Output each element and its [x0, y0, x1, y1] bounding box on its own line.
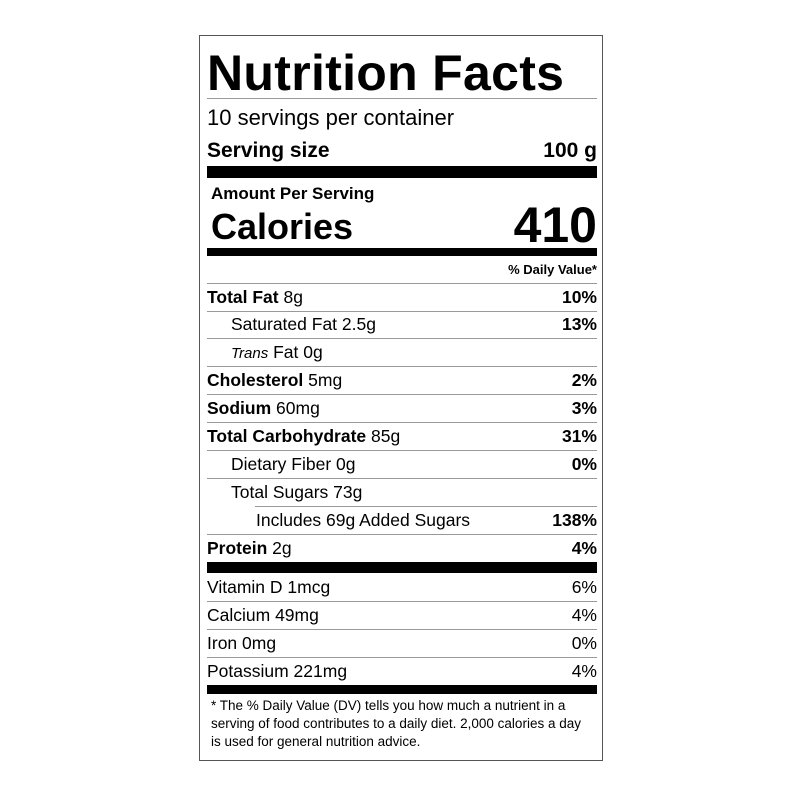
divider	[207, 311, 597, 312]
vitamin-label: Potassium 221mg	[207, 661, 348, 681]
nutrient-dv: 13%	[561, 314, 597, 334]
nutrient-name-italic: Trans	[231, 345, 269, 362]
thick-divider	[207, 562, 597, 573]
divider	[207, 657, 597, 658]
nutrient-row-protein: Protein 2g 4%	[207, 535, 597, 562]
nutrient-name: Protein	[207, 538, 268, 558]
nutrient-amount: 85g	[371, 426, 401, 446]
nutrient-amount: 60mg	[276, 398, 320, 418]
divider	[207, 98, 597, 99]
divider	[207, 450, 597, 451]
nutrient-dv: 138%	[552, 510, 597, 530]
divider	[207, 394, 597, 395]
vitamin-row: Potassium 221mg 4%	[207, 658, 597, 685]
nutrient-amount: 5mg	[308, 370, 343, 390]
nutrient-dv: 31%	[561, 426, 597, 446]
vitamin-label: Iron 0mg	[207, 633, 277, 653]
nutrient-row-total-fat: Total Fat 8g 10%	[207, 284, 597, 311]
nutrient-row-added-sugars: Includes 69g Added Sugars 138%	[207, 507, 597, 534]
vitamin-dv: 6%	[571, 577, 597, 597]
thick-divider	[207, 166, 597, 178]
footnote: * The % Daily Value (DV) tells you how m…	[211, 698, 581, 749]
nutrient-row-total-sugars: Total Sugars 73g	[207, 479, 597, 506]
nutrient-amount: 0g	[336, 454, 356, 474]
divider	[207, 534, 597, 535]
nutrient-dv: 2%	[571, 370, 597, 390]
nutrient-amount: 73g	[333, 482, 363, 502]
amount-per-serving: Amount Per Serving	[211, 184, 375, 203]
serving-size-value: 100 g	[543, 139, 597, 162]
nutrient-name: Includes 69g Added Sugars	[256, 510, 471, 530]
nutrient-name: Total Sugars	[231, 482, 329, 502]
divider	[207, 601, 597, 602]
nutrient-amount: 2.5g	[341, 314, 376, 334]
nutrient-row-total-carbohydrate: Total Carbohydrate 85g 31%	[207, 423, 597, 450]
nutrient-name: Dietary Fiber	[231, 454, 332, 474]
nutrient-row-trans-fat: Trans Fat 0g	[207, 339, 597, 366]
divider	[207, 478, 597, 479]
daily-value-header: % Daily Value*	[508, 262, 597, 277]
nutrient-amount: 2g	[272, 538, 292, 558]
nutrient-row-dietary-fiber: Dietary Fiber 0g 0%	[207, 451, 597, 478]
divider	[207, 629, 597, 630]
vitamin-dv: 0%	[571, 633, 597, 653]
nutrient-dv: 0%	[571, 454, 597, 474]
vitamin-row: Vitamin D 1mcg 6%	[207, 574, 597, 601]
thick-divider	[207, 248, 597, 256]
nutrient-dv: 10%	[561, 287, 597, 307]
nutrient-row-sodium: Sodium 60mg 3%	[207, 395, 597, 422]
divider	[255, 506, 597, 507]
vitamin-row: Calcium 49mg 4%	[207, 602, 597, 629]
nutrient-row-cholesterol: Cholesterol 5mg 2%	[207, 367, 597, 394]
servings-per-container: 10 servings per container	[207, 105, 455, 130]
vitamin-label: Calcium 49mg	[207, 605, 319, 625]
nutrient-dv: 3%	[571, 398, 597, 418]
calories-label: Calories	[211, 206, 354, 247]
calories-value: 410	[513, 197, 597, 253]
divider	[207, 283, 597, 284]
nutrient-name: Total Fat	[207, 287, 279, 307]
nutrient-dv: 4%	[571, 538, 597, 558]
vitamin-row: Iron 0mg 0%	[207, 630, 597, 657]
vitamin-label: Vitamin D 1mcg	[207, 577, 331, 597]
divider	[207, 366, 597, 367]
thick-divider	[207, 685, 597, 694]
serving-size-label: Serving size	[207, 139, 330, 162]
nutrient-row-saturated-fat: Saturated Fat 2.5g 13%	[207, 311, 597, 338]
nutrient-amount: 0g	[303, 342, 323, 362]
nutrient-name: Saturated Fat	[231, 314, 338, 334]
vitamin-dv: 4%	[571, 661, 597, 681]
divider	[207, 422, 597, 423]
nutrient-amount: 8g	[283, 287, 303, 307]
nutrition-label	[199, 35, 603, 761]
label-title: Nutrition Facts	[207, 45, 565, 101]
divider	[207, 338, 597, 339]
nutrient-name: Fat	[273, 342, 299, 362]
nutrient-name: Cholesterol	[207, 370, 304, 390]
vitamin-dv: 4%	[571, 605, 597, 625]
serving-size-row: Serving size 100 g	[207, 137, 597, 164]
nutrient-name: Sodium	[207, 398, 272, 418]
nutrient-name: Total Carbohydrate	[207, 426, 367, 446]
